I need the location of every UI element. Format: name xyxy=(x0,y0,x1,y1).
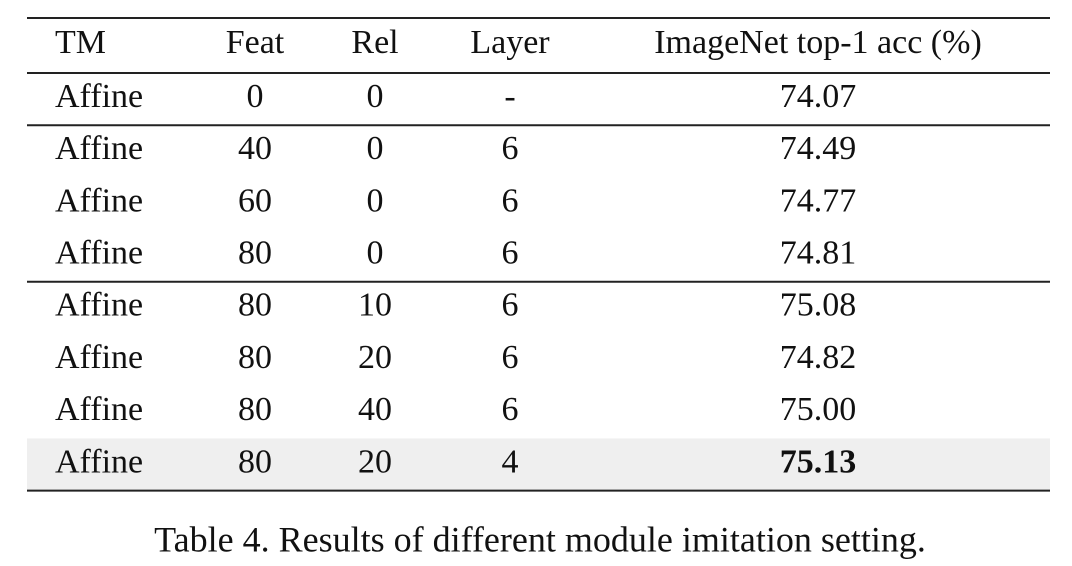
cell: 6 xyxy=(502,182,519,219)
cell: 4 xyxy=(502,443,519,480)
cell: 80 xyxy=(238,287,272,324)
cell: Affine xyxy=(55,391,143,428)
cell: 10 xyxy=(358,287,392,324)
cell: Affine xyxy=(55,130,143,167)
header-cell: Rel xyxy=(351,24,398,61)
cell: 60 xyxy=(238,182,272,219)
cell: 74.82 xyxy=(780,339,857,376)
cell: Affine xyxy=(55,234,143,271)
cell: 40 xyxy=(358,391,392,428)
cell: 80 xyxy=(238,443,272,480)
cell: Affine xyxy=(55,182,143,219)
cell: 40 xyxy=(238,130,272,167)
cell: Affine xyxy=(55,78,143,115)
cell: 80 xyxy=(238,339,272,376)
cell: 6 xyxy=(502,287,519,324)
cell: 0 xyxy=(367,78,384,115)
highlight-row xyxy=(27,438,1050,491)
cell: 74.77 xyxy=(780,182,857,219)
cell: Affine xyxy=(55,443,143,480)
cell: 80 xyxy=(238,391,272,428)
cell: 0 xyxy=(367,234,384,271)
cell: 0 xyxy=(367,182,384,219)
cell: 74.81 xyxy=(780,234,857,271)
header-cell: ImageNet top-1 acc (%) xyxy=(654,24,982,61)
cell: 20 xyxy=(358,339,392,376)
cell: 74.49 xyxy=(780,130,857,167)
header-cell: TM xyxy=(55,24,106,61)
cell: 0 xyxy=(247,78,264,115)
cell: Affine xyxy=(55,287,143,324)
caption: Table 4. Results of different module imi… xyxy=(154,519,926,559)
cell: 6 xyxy=(502,391,519,428)
cell: 6 xyxy=(502,130,519,167)
cell: 75.00 xyxy=(780,391,857,428)
cell: 74.07 xyxy=(780,78,857,115)
header-cell: Feat xyxy=(226,24,285,61)
cell: 6 xyxy=(502,234,519,271)
cell: - xyxy=(504,78,515,115)
cell: 20 xyxy=(358,443,392,480)
cell: 75.13 xyxy=(780,443,857,480)
cell: 80 xyxy=(238,234,272,271)
cell: 75.08 xyxy=(780,287,857,324)
header-cell: Layer xyxy=(470,24,550,61)
cell: 0 xyxy=(367,130,384,167)
cell: 6 xyxy=(502,339,519,376)
cell: Affine xyxy=(55,339,143,376)
